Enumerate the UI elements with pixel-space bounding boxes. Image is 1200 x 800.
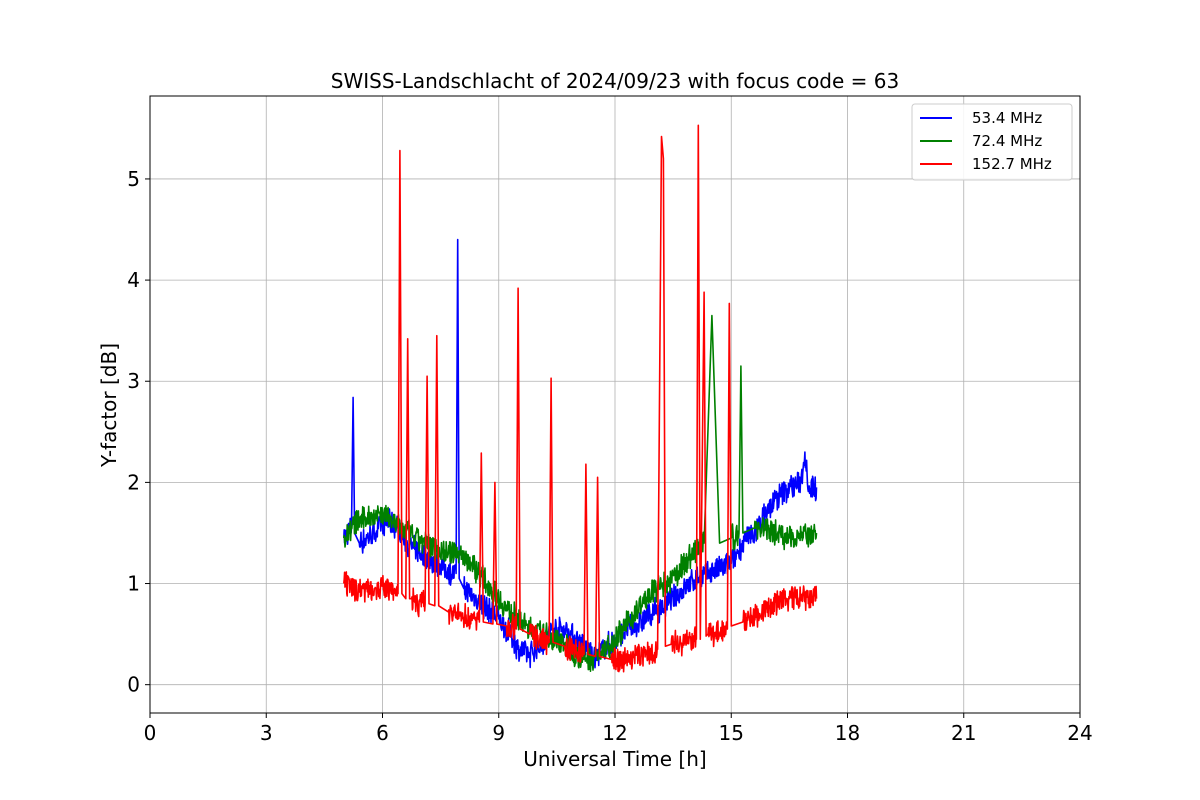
x-tick-label: 21 (951, 721, 976, 745)
series-line (343, 124, 818, 673)
x-tick-label: 3 (260, 721, 273, 745)
series-line (343, 314, 818, 673)
x-tick-label: 0 (144, 721, 157, 745)
y-tick-label: 5 (127, 167, 140, 191)
x-axis-label: Universal Time [h] (523, 747, 706, 771)
x-tick-label: 24 (1067, 721, 1092, 745)
y-tick-label: 4 (127, 268, 140, 292)
x-tick-label: 18 (835, 721, 860, 745)
x-tick-label: 15 (719, 721, 744, 745)
x-tick-label: 6 (376, 721, 389, 745)
legend-box (911, 103, 1073, 181)
series-layer (343, 124, 818, 673)
legend-label: 53.4 MHz (972, 109, 1042, 127)
chart-title: SWISS-Landschlacht of 2024/09/23 with fo… (331, 69, 899, 93)
y-tick-label: 2 (127, 470, 140, 494)
y-tick-label: 3 (127, 369, 140, 393)
y-tick-label: 0 (127, 673, 140, 697)
legend: 53.4 MHz 72.4 MHz 152.7 MHz (911, 103, 1073, 181)
legend-label: 152.7 MHz (972, 155, 1052, 173)
x-tick-label: 12 (602, 721, 627, 745)
y-tick-label: 1 (127, 572, 140, 596)
series-line (343, 238, 818, 669)
x-axis: 0 3 6 9 12 15 18 21 24 (144, 713, 1093, 745)
y-axis: 0 1 2 3 4 5 (127, 167, 150, 697)
x-tick-label: 9 (492, 721, 505, 745)
legend-label: 72.4 MHz (972, 132, 1042, 150)
y-axis-label: Y-factor [dB] (97, 343, 121, 468)
